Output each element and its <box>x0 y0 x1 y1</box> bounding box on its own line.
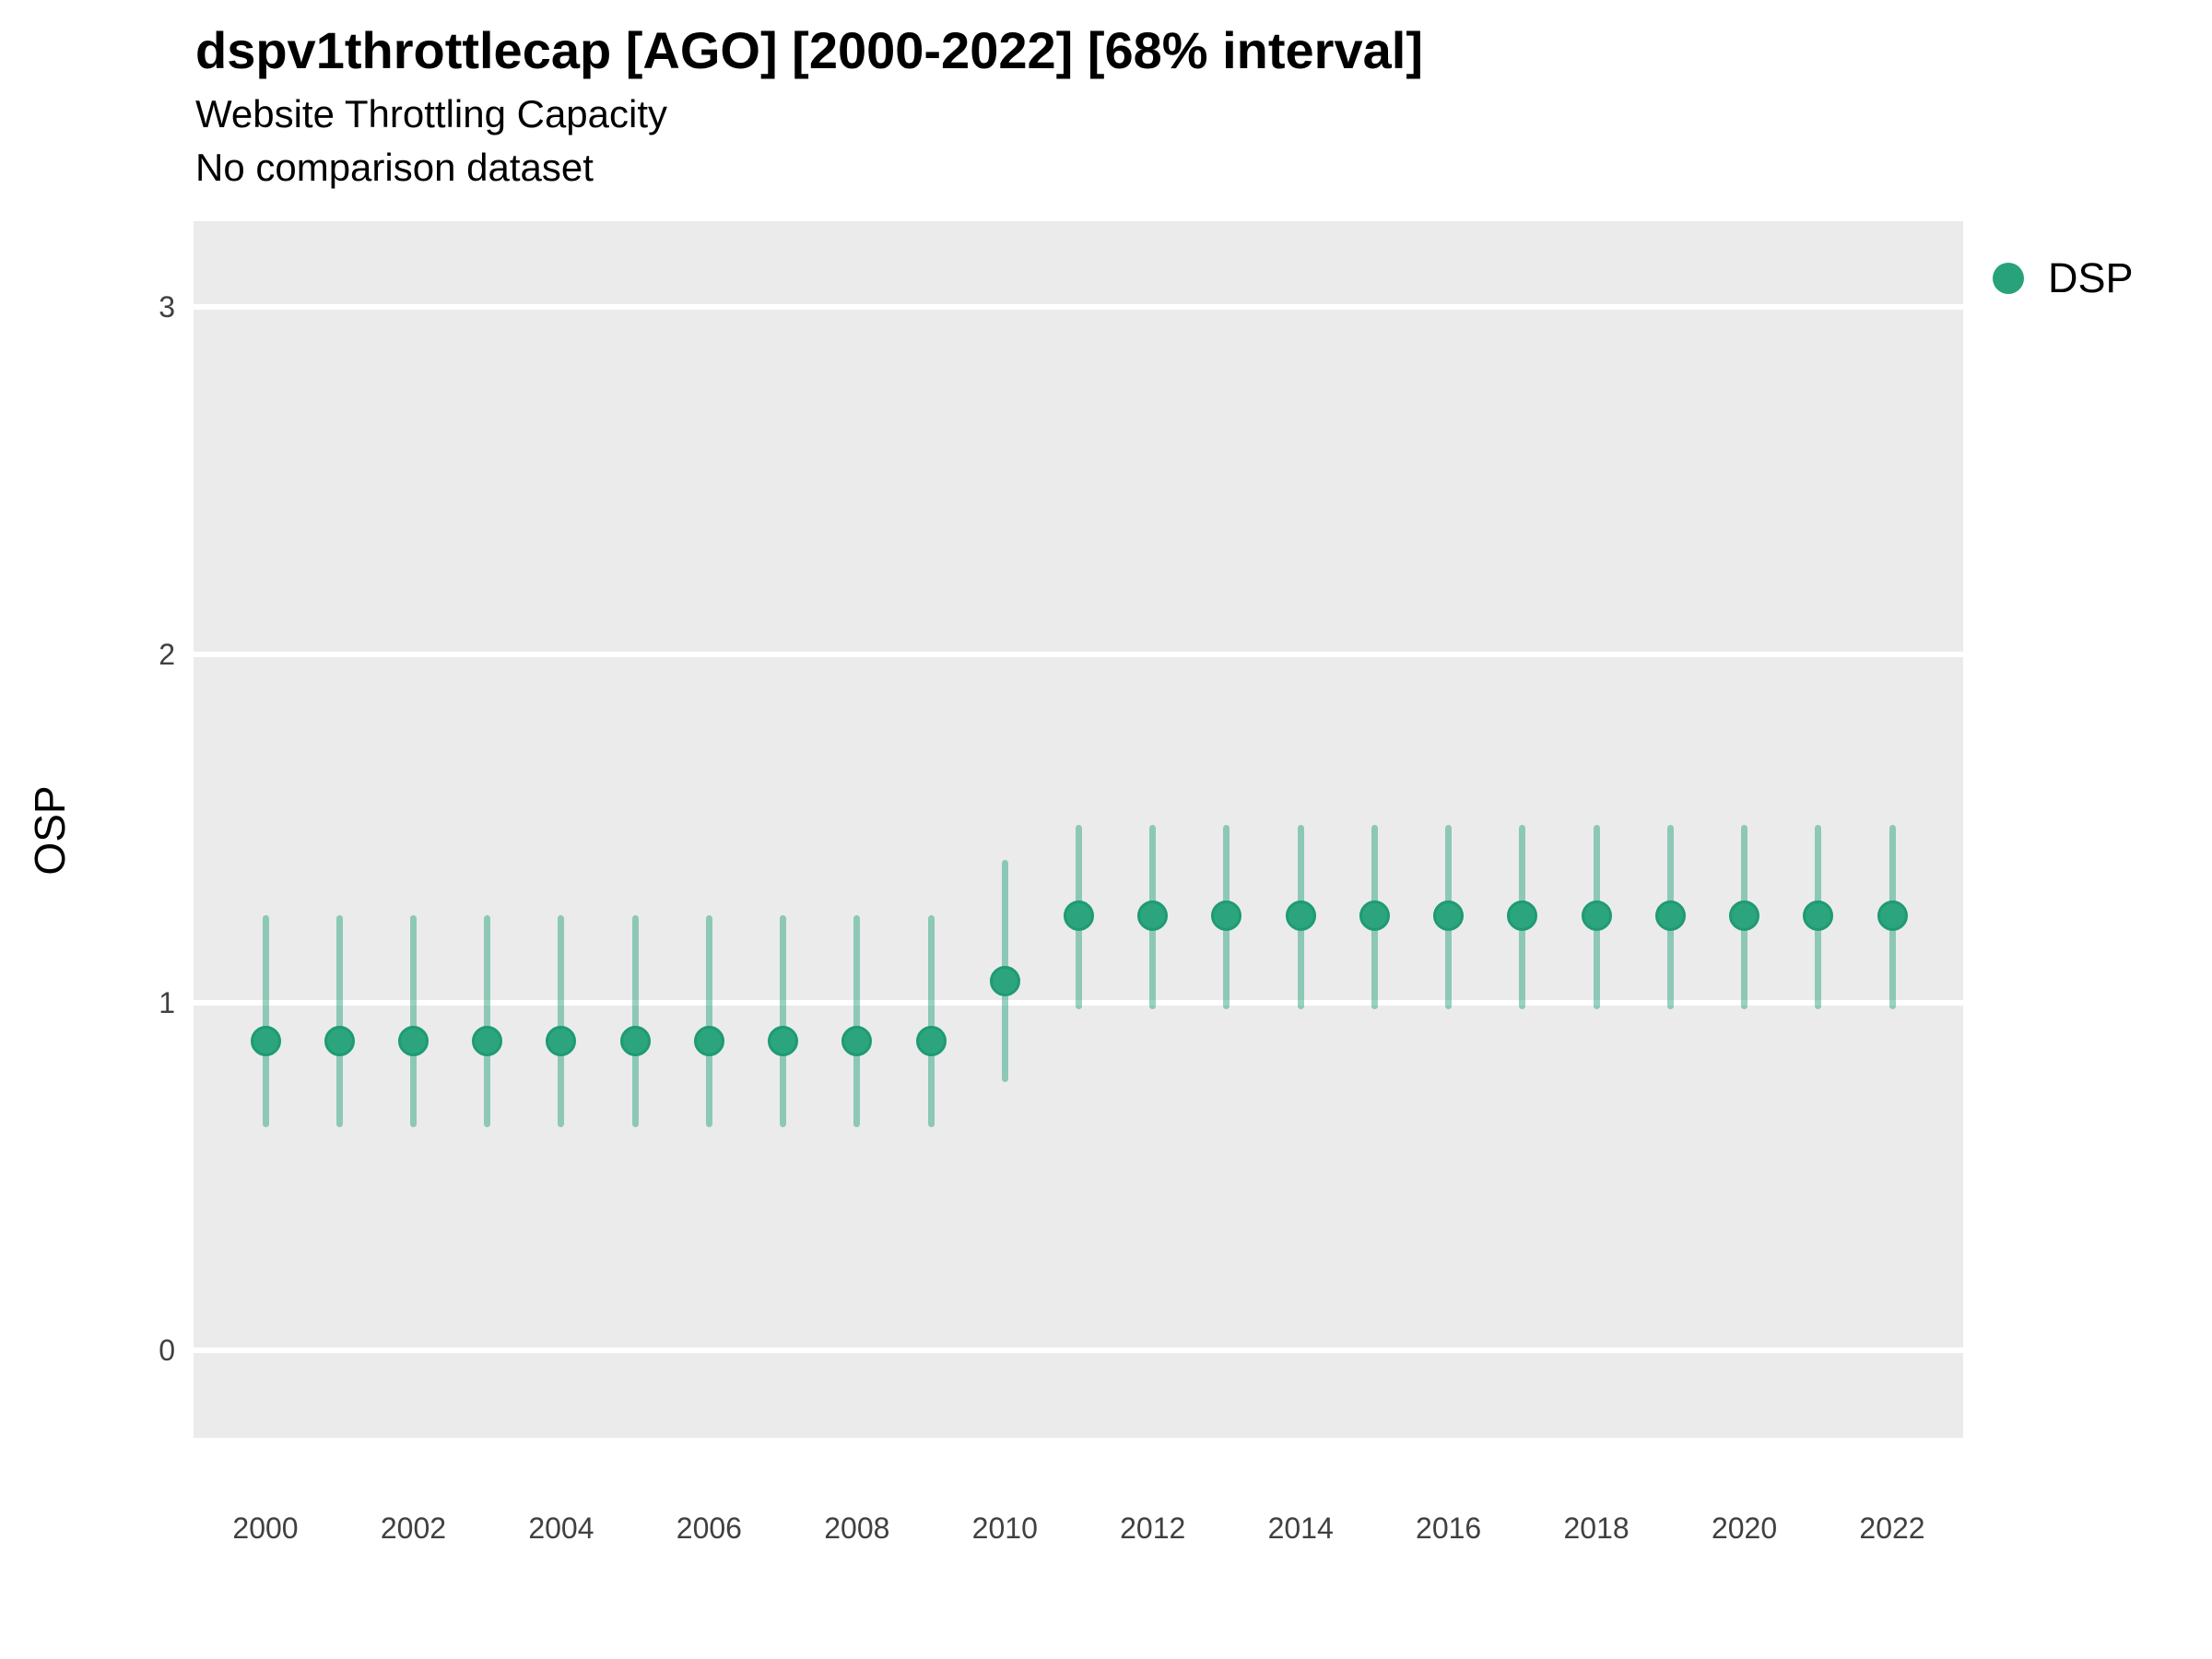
x-tick-label-2008: 2008 <box>824 1512 890 1545</box>
point-dot-2012 <box>1137 900 1169 931</box>
point-dot-2005 <box>619 1025 651 1056</box>
y-tick-label-0: 0 <box>159 1334 175 1367</box>
point-dot-2013 <box>1211 900 1242 931</box>
y-tick-label-3: 3 <box>159 289 175 324</box>
chart-title: dspv1throttlecap [AGO] [2000-2022] [68% … <box>195 21 1423 79</box>
x-tick-label-2004: 2004 <box>528 1512 594 1545</box>
x-tick-label-2002: 2002 <box>380 1512 447 1545</box>
chart-subtitle: Website Throttling Capacity <box>195 92 668 135</box>
gridline-y-0 <box>194 1347 1963 1353</box>
legend: DSP <box>1993 254 2134 302</box>
point-dot-2011 <box>1064 900 1094 931</box>
chart-note: No comparison dataset <box>195 146 594 189</box>
interval-bar-2004 <box>558 915 565 1128</box>
point-dot-2015 <box>1359 900 1390 931</box>
point-dot-2002 <box>397 1025 429 1056</box>
gridline-y-2 <box>194 652 1963 657</box>
point-dot-2020 <box>1729 900 1760 931</box>
interval-bar-2002 <box>409 915 417 1128</box>
y-axis-title: OSP <box>26 785 74 876</box>
x-tick-label-2006: 2006 <box>676 1512 742 1545</box>
point-dot-2016 <box>1433 900 1465 931</box>
point-dot-2003 <box>472 1025 503 1056</box>
x-tick-label-2016: 2016 <box>1416 1512 1482 1545</box>
point-dot-2004 <box>546 1025 577 1056</box>
y-tick-label-1: 1 <box>159 985 175 1019</box>
legend-dot-icon <box>1993 263 2024 294</box>
x-tick-label-2010: 2010 <box>971 1512 1038 1545</box>
point-dot-2007 <box>768 1025 799 1056</box>
point-dot-2019 <box>1654 900 1686 931</box>
interval-bar-2006 <box>705 915 712 1128</box>
point-dot-2000 <box>250 1025 281 1056</box>
point-dot-2009 <box>915 1025 947 1056</box>
interval-bar-2001 <box>335 915 343 1128</box>
x-tick-label-2000: 2000 <box>232 1512 299 1545</box>
point-dot-2006 <box>693 1025 724 1056</box>
plot-panel <box>194 221 1963 1438</box>
x-tick-label-2020: 2020 <box>1711 1512 1778 1545</box>
x-tick-label-2022: 2022 <box>1859 1512 1925 1545</box>
gridline-y-1 <box>194 999 1963 1006</box>
gridline-y-3 <box>194 303 1963 310</box>
point-dot-2021 <box>1803 900 1834 931</box>
interval-bar-2007 <box>780 915 787 1128</box>
interval-bar-2000 <box>262 915 269 1128</box>
legend-label: DSP <box>2048 254 2134 301</box>
point-dot-2008 <box>841 1025 873 1056</box>
interval-bar-2008 <box>853 915 861 1128</box>
interval-bar-2005 <box>631 915 639 1128</box>
point-dot-2001 <box>324 1025 355 1056</box>
point-dot-2017 <box>1507 900 1538 931</box>
interval-bar-2009 <box>927 915 935 1128</box>
point-dot-2010 <box>989 966 1020 997</box>
y-tick-label-2: 2 <box>159 638 175 671</box>
x-tick-label-2012: 2012 <box>1120 1512 1186 1545</box>
point-dot-2018 <box>1581 900 1612 931</box>
point-dot-2014 <box>1285 900 1316 931</box>
point-dot-2022 <box>1877 900 1908 931</box>
x-tick-label-2018: 2018 <box>1563 1512 1630 1545</box>
interval-bar-2003 <box>484 915 491 1128</box>
x-tick-label-2014: 2014 <box>1267 1512 1334 1545</box>
